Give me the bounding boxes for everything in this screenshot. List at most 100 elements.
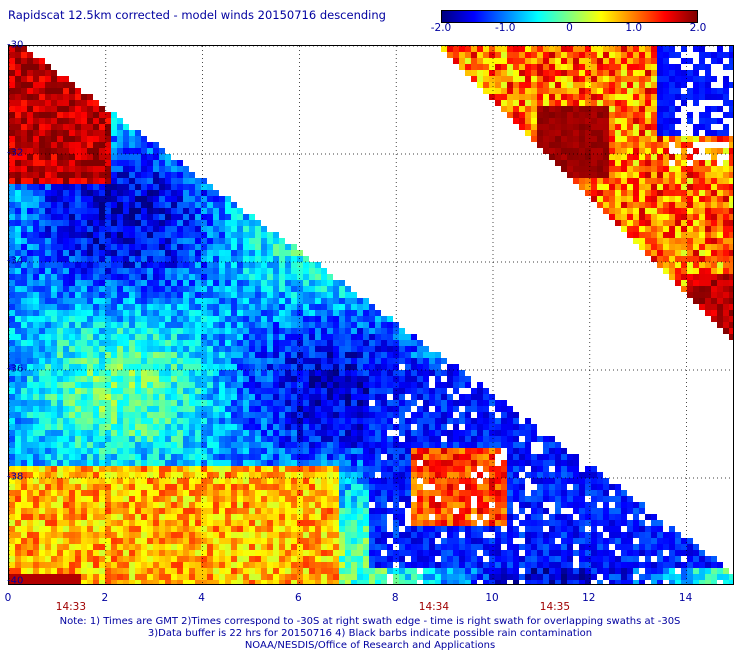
- wind-cell: [237, 406, 243, 412]
- wind-cell: [243, 346, 249, 352]
- wind-cell: [687, 184, 693, 190]
- wind-cell: [39, 370, 45, 376]
- wind-cell: [201, 328, 207, 334]
- wind-cell: [693, 160, 699, 166]
- wind-cell: [561, 472, 567, 478]
- wind-cell: [57, 286, 63, 292]
- wind-cell: [663, 76, 669, 82]
- wind-cell: [261, 244, 267, 250]
- wind-cell: [183, 346, 189, 352]
- wind-cell: [135, 172, 141, 178]
- wind-cell: [549, 70, 555, 76]
- wind-cell: [33, 388, 39, 394]
- wind-cell: [69, 94, 75, 100]
- wind-cell: [285, 340, 291, 346]
- wind-cell: [135, 358, 141, 364]
- wind-cell: [189, 436, 195, 442]
- wind-cell: [45, 316, 51, 322]
- wind-cell: [123, 310, 129, 316]
- wind-cell: [315, 316, 321, 322]
- wind-cell: [39, 364, 45, 370]
- wind-cell: [681, 154, 687, 160]
- wind-cell: [489, 442, 495, 448]
- wind-cell: [207, 244, 213, 250]
- wind-cell: [201, 460, 207, 466]
- wind-cell: [81, 436, 87, 442]
- wind-cell: [15, 394, 21, 400]
- wind-cell: [201, 358, 207, 364]
- wind-cell: [45, 436, 51, 442]
- wind-cell: [627, 160, 633, 166]
- wind-cell: [135, 394, 141, 400]
- wind-cell: [231, 484, 237, 490]
- wind-cell: [381, 430, 387, 436]
- wind-cell: [591, 76, 597, 82]
- wind-cell: [81, 118, 87, 124]
- wind-cell: [279, 310, 285, 316]
- wind-cell: [39, 358, 45, 364]
- wind-cell: [723, 130, 729, 136]
- wind-cell: [345, 292, 351, 298]
- wind-cell: [609, 202, 615, 208]
- wind-cell: [465, 52, 471, 58]
- wind-cell: [639, 196, 645, 202]
- wind-cell: [45, 208, 51, 214]
- wind-cell: [687, 142, 693, 148]
- wind-cell: [171, 430, 177, 436]
- wind-cell: [279, 298, 285, 304]
- wind-cell: [687, 70, 693, 76]
- wind-cell: [195, 220, 201, 226]
- wind-cell: [561, 448, 567, 454]
- wind-cell: [141, 244, 147, 250]
- wind-cell: [171, 172, 177, 178]
- wind-cell: [153, 310, 159, 316]
- wind-cell: [225, 328, 231, 334]
- wind-cell: [111, 238, 117, 244]
- wind-cell: [93, 490, 99, 496]
- wind-cell: [423, 460, 429, 466]
- wind-cell: [51, 406, 57, 412]
- wind-cell: [39, 490, 45, 496]
- wind-cell: [411, 334, 417, 340]
- wind-cell: [9, 70, 15, 76]
- wind-cell: [303, 298, 309, 304]
- wind-cell: [729, 196, 733, 202]
- wind-cell: [189, 466, 195, 472]
- wind-cell: [57, 106, 63, 112]
- wind-cell: [651, 46, 657, 52]
- wind-cell: [201, 220, 207, 226]
- wind-cell: [237, 244, 243, 250]
- wind-cell: [39, 340, 45, 346]
- wind-cell: [321, 448, 327, 454]
- wind-cell: [519, 112, 525, 118]
- wind-cell: [267, 466, 273, 472]
- wind-cell: [153, 490, 159, 496]
- wind-cell: [249, 340, 255, 346]
- wind-cell: [225, 322, 231, 328]
- wind-cell: [123, 262, 129, 268]
- wind-cell: [183, 166, 189, 172]
- wind-cell: [117, 148, 123, 154]
- wind-cell: [237, 346, 243, 352]
- wind-cell: [87, 136, 93, 142]
- wind-cell: [177, 274, 183, 280]
- wind-cell: [693, 82, 699, 88]
- wind-cell: [681, 100, 687, 106]
- wind-cell: [111, 220, 117, 226]
- wind-cell: [261, 364, 267, 370]
- wind-cell: [183, 430, 189, 436]
- wind-cell: [9, 346, 15, 352]
- wind-cell: [213, 316, 219, 322]
- wind-cell: [231, 406, 237, 412]
- wind-cell: [321, 406, 327, 412]
- wind-cell: [195, 376, 201, 382]
- wind-cell: [627, 208, 633, 214]
- wind-cell: [225, 298, 231, 304]
- wind-cell: [291, 256, 297, 262]
- wind-cell: [591, 112, 597, 118]
- wind-cell: [237, 334, 243, 340]
- wind-cell: [51, 346, 57, 352]
- wind-cell: [303, 430, 309, 436]
- wind-cell: [189, 316, 195, 322]
- wind-cell: [351, 400, 357, 406]
